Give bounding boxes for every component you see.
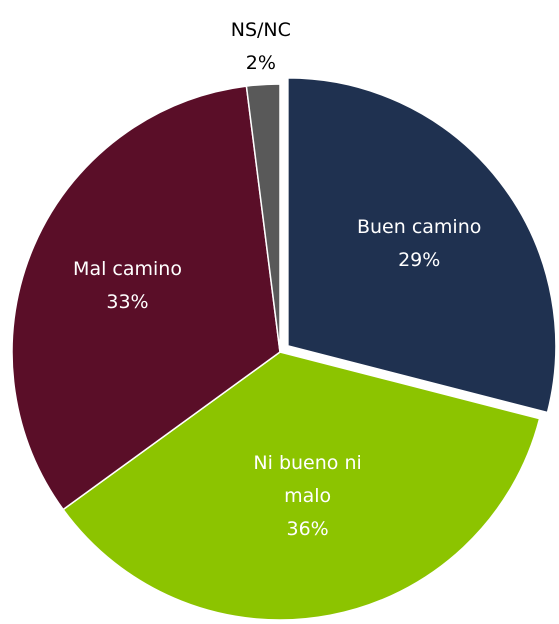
pie-slice <box>245 83 281 353</box>
slice-label: Ni bueno ni malo 36% <box>233 447 383 546</box>
pie-slice <box>11 85 281 511</box>
pie-slice <box>62 351 541 621</box>
slice-value: 33% <box>106 291 149 313</box>
slice-name: Mal camino <box>73 258 182 280</box>
slice-label: Buen camino 29% <box>344 211 494 277</box>
slice-value: 36% <box>286 518 329 541</box>
slice-value: 29% <box>398 249 441 272</box>
slice-name: NS/NC <box>230 19 291 42</box>
slice-name: Buen camino <box>356 216 482 239</box>
slice-label: NS/NC 2% <box>186 14 336 80</box>
slice-label: Mal camino 33% <box>53 253 203 319</box>
pie-slice <box>287 77 557 414</box>
slice-name: Ni bueno ni malo <box>253 452 362 508</box>
slice-value: 2% <box>245 52 276 75</box>
